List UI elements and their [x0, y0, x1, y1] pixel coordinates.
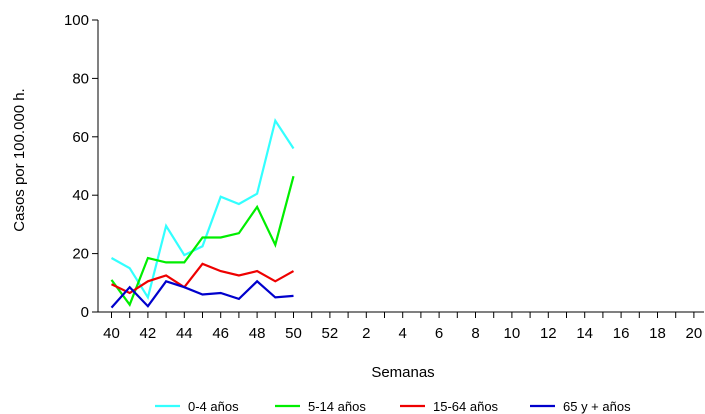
x-tick-label: 6: [435, 325, 443, 342]
series-line-4: [110, 279, 294, 309]
legend-label-4: 65 y + años: [563, 399, 631, 414]
x-tick-label: 48: [249, 325, 266, 342]
legend-label-2: 5-14 años: [308, 399, 366, 414]
x-tick-label: 12: [540, 325, 557, 342]
x-tick-label: 14: [576, 325, 593, 342]
y-tick-label: 60: [72, 129, 89, 146]
x-tick-label: 2: [362, 325, 370, 342]
x-tick-label: 16: [613, 325, 630, 342]
series-line-1: [110, 117, 295, 301]
y-tick-label: 40: [72, 187, 89, 204]
x-tick-label: 52: [322, 325, 339, 342]
y-axis-title: Casos por 100.000 h.: [11, 88, 28, 231]
x-tick-label: 42: [140, 325, 157, 342]
y-tick-label: 20: [72, 246, 89, 263]
legend: 0-4 años 5-14 años 15-64 años 65 y + años: [155, 399, 631, 414]
legend-label-3: 15-64 años: [433, 399, 499, 414]
x-axis-title: Semanas: [371, 364, 434, 381]
x-tick-label: 10: [504, 325, 521, 342]
legend-label-1: 0-4 años: [188, 399, 239, 414]
y-tick-label: 100: [64, 12, 89, 29]
x-tick-label: 44: [176, 325, 193, 342]
x-tick-label: 50: [285, 325, 302, 342]
x-tick-label: 18: [649, 325, 666, 342]
x-tick-label: 46: [212, 325, 229, 342]
x-tick-label: 4: [399, 325, 407, 342]
x-tick-label: 40: [103, 325, 120, 342]
y-tick-label: 0: [81, 304, 89, 321]
y-tick-label: 80: [72, 70, 89, 87]
series-line-3: [111, 262, 295, 295]
series-group: [110, 117, 295, 309]
x-tick-label: 8: [471, 325, 479, 342]
series-line-2: [110, 175, 295, 307]
x-tick-label: 20: [686, 325, 703, 342]
